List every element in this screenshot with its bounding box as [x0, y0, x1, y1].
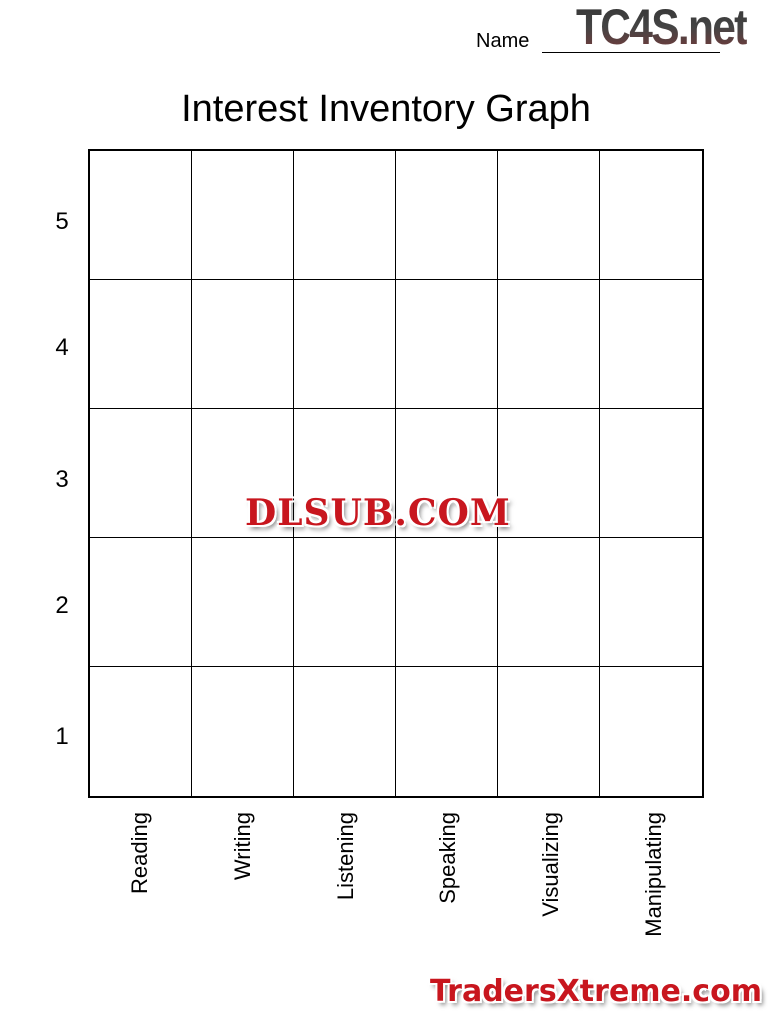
graph-cell[interactable]: [90, 280, 192, 409]
graph-cell[interactable]: [90, 409, 192, 538]
graph-cell[interactable]: [600, 280, 702, 409]
x-axis-label: Reading: [127, 812, 153, 894]
graph-cell[interactable]: [498, 667, 600, 796]
graph-cell[interactable]: [294, 151, 396, 280]
tc4s-logo: TC4S.net: [576, 0, 748, 55]
watermark-center: DLSUB.COM: [245, 492, 511, 534]
x-axis-label: Listening: [332, 812, 358, 901]
graph-cell[interactable]: [192, 409, 294, 538]
graph-cell[interactable]: [600, 151, 702, 280]
graph-cell[interactable]: [192, 667, 294, 796]
graph-cell[interactable]: [498, 538, 600, 667]
graph-cell[interactable]: [294, 667, 396, 796]
y-axis-label: 1: [55, 723, 69, 750]
y-axis-label: 3: [55, 466, 69, 493]
name-label: Name: [476, 30, 530, 52]
graph-cell[interactable]: [90, 538, 192, 667]
graph-cell[interactable]: [192, 538, 294, 667]
graph-cell[interactable]: [396, 409, 498, 538]
graph-cell[interactable]: [396, 667, 498, 796]
graph-cell[interactable]: [600, 409, 702, 538]
graph-cell[interactable]: [396, 280, 498, 409]
graph-cell[interactable]: [498, 280, 600, 409]
graph-cell[interactable]: [396, 151, 498, 280]
name-input-line[interactable]: [542, 52, 720, 53]
graph-cell[interactable]: [90, 151, 192, 280]
graph-cell[interactable]: [498, 409, 600, 538]
graph-cell[interactable]: [396, 538, 498, 667]
graph-cell[interactable]: [294, 280, 396, 409]
y-axis-label: 5: [55, 208, 69, 235]
watermark-bottom: TradersXtreme.com: [430, 974, 762, 1009]
graph-cell[interactable]: [294, 409, 396, 538]
graph-cell[interactable]: [600, 667, 702, 796]
graph-cell[interactable]: [192, 280, 294, 409]
graph-cell[interactable]: [192, 151, 294, 280]
page-title: Interest Inventory Graph: [181, 88, 591, 130]
graph-cell[interactable]: [600, 538, 702, 667]
graph-cell[interactable]: [498, 151, 600, 280]
y-axis-label: 2: [55, 592, 69, 619]
graph-cell[interactable]: [90, 667, 192, 796]
graph-grid: [88, 149, 704, 798]
x-axis-label: Writing: [230, 812, 255, 881]
y-axis-label: 4: [55, 334, 69, 361]
graph-cell[interactable]: [294, 538, 396, 667]
